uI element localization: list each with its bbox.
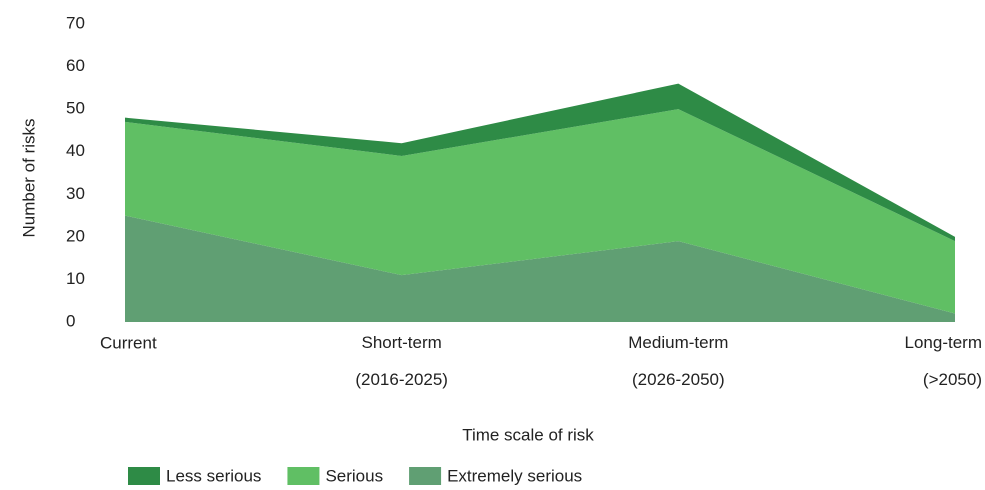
area (125, 83, 955, 242)
y-tick-label: 70 (66, 13, 85, 32)
y-tick-label: 40 (66, 141, 85, 160)
y-tick-label: 10 (66, 269, 85, 288)
x-tick-label-line: Long-term (905, 333, 982, 352)
y-tick-label: 0 (66, 311, 75, 330)
legend-swatch (287, 467, 320, 485)
x-tick-label-line: Medium-term (628, 333, 728, 352)
x-tick-label-line: Short-term (362, 333, 442, 352)
x-tick-label-line: (2026-2050) (632, 370, 725, 389)
x-tick-label: Current (100, 333, 157, 352)
legend-swatch (128, 467, 160, 485)
x-tick-label-line: (>2050) (923, 370, 982, 389)
area (125, 109, 955, 314)
legend-label: Extremely serious (447, 466, 582, 485)
area (125, 215, 955, 322)
y-tick-label: 30 (66, 184, 85, 203)
x-tick-label: Medium-term (2026-2050) (628, 333, 728, 389)
y-tick-label: 50 (66, 99, 85, 118)
x-tick-label: Short-term (2016-2025) (355, 333, 448, 389)
y-axis-label: Number of risks (19, 118, 38, 237)
x-tick-label-line: (2016-2025) (355, 370, 448, 389)
y-tick-label: 20 (66, 226, 85, 245)
x-tick-label: Long-term (>2050) (905, 333, 982, 389)
legend-label: Less serious (166, 466, 261, 485)
y-tick-label: 60 (66, 56, 85, 75)
x-axis-label: Time scale of risk (462, 425, 594, 444)
legend-label: Serious (325, 466, 383, 485)
legend-swatch (409, 467, 442, 485)
